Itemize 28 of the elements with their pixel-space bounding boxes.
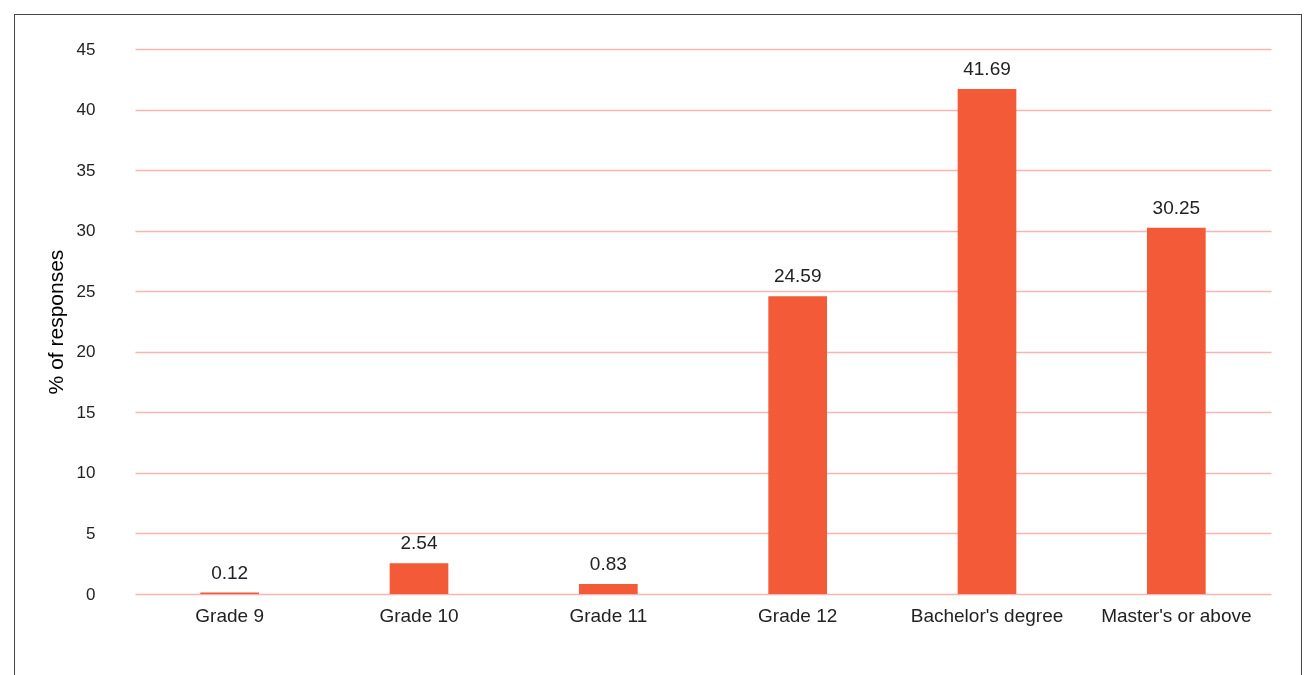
y-tick-label: 25 (76, 281, 96, 301)
data-label: 41.69 (963, 58, 1011, 80)
bar (578, 583, 638, 594)
data-label: 2.54 (400, 532, 438, 554)
y-tick-label: 0 (86, 584, 96, 604)
data-label: 24.59 (773, 265, 822, 287)
x-tick-label: Master's or above (1101, 604, 1252, 626)
x-tick-label: Grade 9 (195, 604, 264, 626)
y-tick-label: 5 (86, 523, 96, 543)
data-label: 0.83 (589, 552, 627, 574)
y-tick-label: 15 (76, 402, 96, 422)
y-axis-title: % of responses (43, 249, 67, 395)
x-tick-label: Grade 11 (569, 604, 648, 626)
bar (768, 296, 828, 594)
y-tick-label: 10 (76, 463, 96, 483)
data-label: 0.12 (211, 561, 249, 583)
y-tick-label: 45 (76, 39, 96, 59)
x-tick-label: Grade 12 (758, 604, 838, 626)
x-tick-label: Grade 10 (379, 604, 459, 626)
data-label: 30.25 (1152, 196, 1201, 218)
bar (957, 89, 1017, 594)
x-tick-label: Bachelor's degree (910, 604, 1064, 626)
y-tick-label: 20 (76, 342, 96, 362)
bar (389, 563, 449, 594)
y-tick-label: 35 (76, 160, 96, 180)
y-tick-label: 40 (76, 100, 96, 120)
y-tick-label: 30 (76, 221, 96, 241)
bar (1146, 227, 1206, 594)
